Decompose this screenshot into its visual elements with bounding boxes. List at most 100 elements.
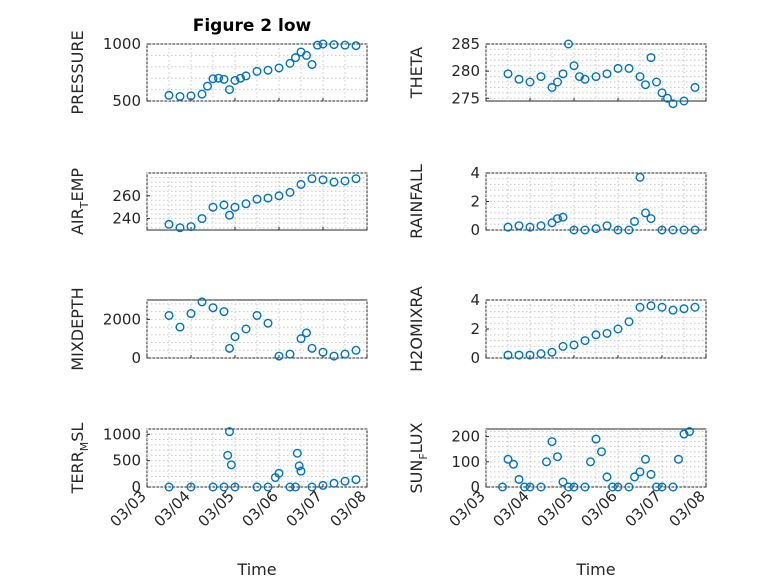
- data-point: [657, 302, 667, 312]
- y-tick-label: 0: [131, 349, 141, 367]
- data-point: [197, 89, 207, 99]
- data-point: [296, 466, 306, 476]
- data-point: [202, 81, 212, 91]
- data-point: [553, 452, 563, 462]
- data-point: [547, 218, 557, 228]
- data-point: [564, 39, 574, 49]
- data-point: [285, 349, 295, 359]
- data-point: [224, 85, 234, 95]
- data-point: [329, 351, 339, 361]
- data-point: [575, 72, 585, 82]
- data-point: [329, 478, 339, 488]
- data-point: [514, 74, 524, 84]
- data-point: [274, 351, 284, 361]
- y-axis-label: SUNFLUX: [407, 422, 430, 493]
- data-point: [164, 90, 174, 100]
- data-point: [630, 216, 640, 226]
- y-tick-label: 260: [112, 187, 141, 205]
- data-point: [503, 222, 513, 232]
- data-point: [536, 221, 546, 231]
- subplot-theta: 275 280 285 THETA: [407, 35, 707, 109]
- data-point: [219, 74, 229, 84]
- data-point: [219, 200, 229, 210]
- data-point: [536, 72, 546, 82]
- data-point: [219, 307, 229, 317]
- data-point: [652, 482, 662, 492]
- data-point: [186, 91, 196, 101]
- y-tick-label: 4: [470, 164, 480, 182]
- grid-lines: [485, 299, 707, 359]
- data-point: [657, 225, 667, 235]
- data-point: [525, 482, 535, 492]
- data-point: [646, 469, 656, 479]
- data-point: [503, 69, 513, 79]
- data-point: [291, 482, 301, 492]
- data-point: [164, 482, 174, 492]
- data-point: [679, 96, 689, 106]
- data-point: [318, 39, 328, 49]
- data-point: [340, 176, 350, 186]
- data-point: [657, 482, 667, 492]
- series-markers: [503, 172, 700, 235]
- x-tick-label: 03/03: [446, 487, 489, 530]
- data-point: [252, 482, 262, 492]
- data-point: [613, 63, 623, 73]
- data-point: [302, 50, 312, 60]
- data-point: [591, 330, 601, 340]
- series-markers: [498, 427, 695, 492]
- data-point: [307, 60, 317, 70]
- data-point: [241, 324, 251, 334]
- y-tick-label: 4: [470, 291, 480, 309]
- y-tick-label: 0: [470, 221, 480, 239]
- data-point: [668, 225, 678, 235]
- y-tick-label: 0: [470, 478, 480, 496]
- data-point: [580, 482, 590, 492]
- data-point: [197, 297, 207, 307]
- data-point: [641, 208, 651, 218]
- data-point: [224, 210, 234, 220]
- data-point: [263, 482, 273, 492]
- data-point: [175, 91, 185, 101]
- data-point: [569, 225, 579, 235]
- data-point: [226, 460, 236, 470]
- y-tick-label: 2: [470, 320, 480, 338]
- data-point: [547, 437, 557, 447]
- data-point: [685, 427, 695, 437]
- data-point: [624, 482, 634, 492]
- data-point: [274, 191, 284, 201]
- data-point: [318, 175, 328, 185]
- data-point: [503, 454, 513, 464]
- data-point: [520, 482, 530, 492]
- data-point: [175, 322, 185, 332]
- data-point: [175, 223, 185, 233]
- y-tick-label: 2000: [103, 310, 141, 328]
- series-markers: [503, 301, 700, 360]
- data-point: [630, 472, 640, 482]
- data-point: [514, 350, 524, 360]
- data-point: [542, 457, 552, 467]
- data-point: [525, 350, 535, 360]
- data-point: [292, 448, 302, 458]
- data-point: [668, 482, 678, 492]
- data-point: [186, 222, 196, 232]
- data-point: [679, 429, 689, 439]
- data-point: [296, 334, 306, 344]
- x-axis-label: Time: [575, 560, 615, 579]
- x-tick-label: 03/05: [195, 487, 238, 530]
- figure-title: Figure 2 low: [193, 16, 312, 36]
- data-point: [230, 332, 240, 342]
- y-tick-label: 275: [451, 89, 480, 107]
- data-point: [285, 58, 295, 68]
- data-point: [230, 75, 240, 85]
- y-tick-label: 200: [451, 428, 480, 446]
- y-axis-label: AIRTEMP: [68, 168, 91, 235]
- data-point: [252, 66, 262, 76]
- data-point: [602, 221, 612, 231]
- data-point: [646, 214, 656, 224]
- data-point: [613, 225, 623, 235]
- data-point: [580, 336, 590, 346]
- data-point: [164, 219, 174, 229]
- grid-lines: [146, 43, 368, 102]
- data-point: [340, 476, 350, 486]
- data-point: [291, 53, 301, 63]
